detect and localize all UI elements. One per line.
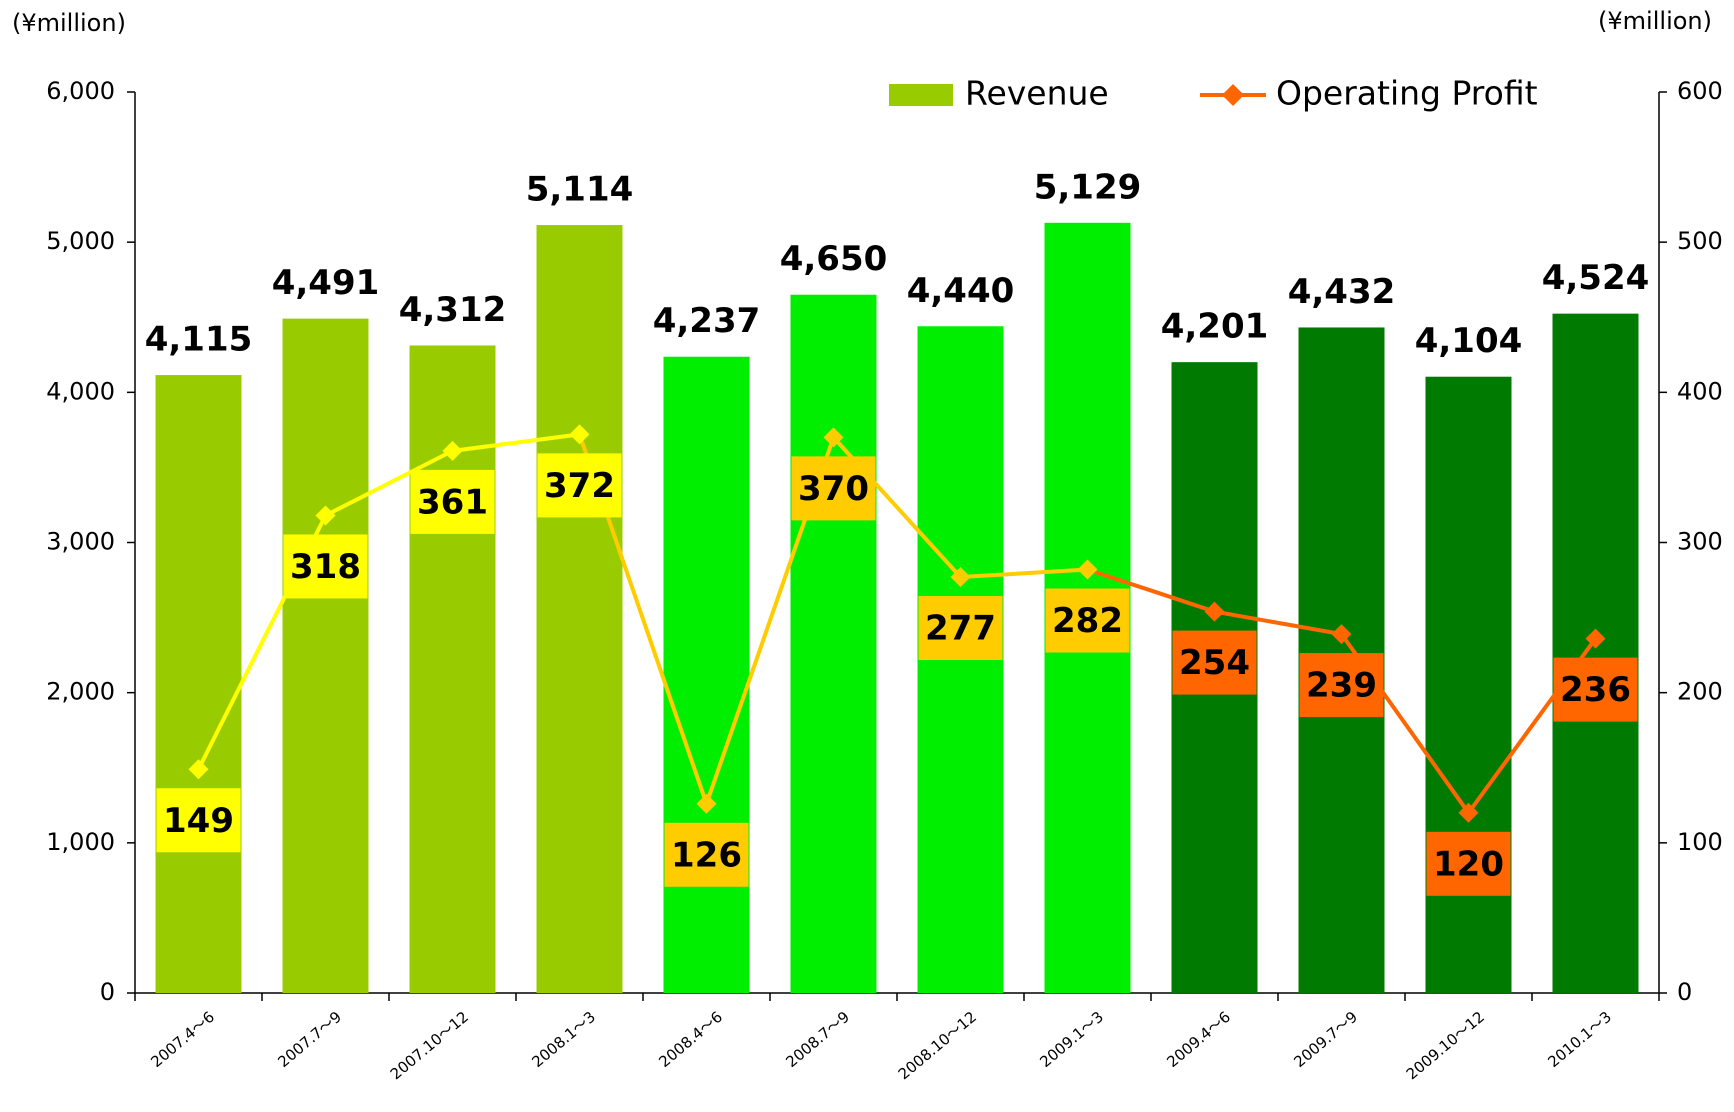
value-label-box (283, 534, 368, 599)
value-label-box (1045, 588, 1130, 653)
y2-tick-label: 500 (1677, 227, 1723, 255)
x-tick-label: 2007.4～6 (147, 1008, 218, 1071)
value-label-box (791, 456, 876, 521)
bar-value-label: 4,104 (1415, 321, 1523, 361)
y-axis-title: (¥million) (12, 9, 126, 37)
value-label-box (1553, 657, 1638, 722)
y2-tick-label: 600 (1677, 77, 1723, 105)
bar-value-label: 4,524 (1542, 258, 1650, 298)
bar (790, 294, 877, 994)
y-tick-label: 2,000 (46, 678, 115, 706)
line-segment (1086, 567, 1216, 614)
bar-value-label: 4,237 (653, 301, 761, 341)
line-marker (1585, 628, 1606, 649)
y2-tick-label: 300 (1677, 528, 1723, 556)
y-tick-label: 4,000 (46, 377, 115, 405)
y2-tick-label: 0 (1677, 978, 1692, 1006)
x-tick-label: 2007.10～12 (387, 1008, 472, 1084)
y2-tick-label: 100 (1677, 828, 1723, 856)
line-value-label: 318 (290, 547, 361, 587)
x-tick-label: 2007.7～9 (274, 1008, 345, 1071)
value-label-box (1172, 630, 1257, 695)
line-marker (1331, 624, 1352, 645)
bar (1552, 313, 1639, 993)
bar-value-label: 4,440 (907, 271, 1015, 311)
line-marker (1077, 559, 1098, 580)
line-value-label: 372 (544, 466, 615, 506)
x-tick-label: 2009.7～9 (1290, 1008, 1361, 1071)
bar-value-label: 4,491 (272, 263, 380, 303)
value-label-box (156, 788, 241, 853)
legend-swatch (889, 84, 953, 106)
y2-axis-title: (¥million) (1598, 7, 1712, 35)
bar-value-label: 4,432 (1288, 272, 1396, 312)
bar (1425, 376, 1512, 993)
x-tick-label: 2010.1～3 (1544, 1008, 1615, 1071)
legend-label: Revenue (965, 74, 1109, 113)
y-tick-label: 1,000 (46, 828, 115, 856)
y-tick-label: 0 (100, 978, 115, 1006)
x-tick-label: 2009.4～6 (1163, 1008, 1234, 1071)
legend-label: Operating Profit (1276, 74, 1538, 113)
y-tick-label: 3,000 (46, 528, 115, 556)
line-marker (1458, 802, 1479, 823)
line-value-label: 254 (1179, 643, 1250, 683)
legend-marker (1222, 84, 1244, 106)
value-label-box (1426, 831, 1511, 896)
bar-value-label: 5,129 (1034, 167, 1142, 207)
x-tick-label: 2008.7～9 (782, 1008, 853, 1071)
line-value-label: 277 (925, 609, 996, 649)
bar (663, 356, 750, 993)
bar (155, 375, 242, 993)
line-segment (960, 567, 1088, 580)
line-segment (324, 449, 454, 518)
line-marker (950, 567, 971, 588)
bar-value-label: 4,650 (780, 239, 888, 279)
line-value-label: 361 (417, 482, 488, 522)
bar (282, 318, 369, 993)
x-tick-label: 2008.10～12 (895, 1008, 980, 1084)
bar-value-label: 4,201 (1161, 307, 1269, 347)
line-value-label: 370 (798, 469, 869, 509)
line-marker (1204, 601, 1225, 622)
y2-tick-label: 200 (1677, 678, 1723, 706)
line-marker (569, 424, 590, 445)
line-value-label: 120 (1433, 844, 1504, 884)
line-value-label: 282 (1052, 601, 1123, 641)
line-segment (1214, 609, 1342, 637)
y2-tick-label: 400 (1677, 377, 1723, 405)
value-label-box (537, 453, 622, 518)
value-label-box (664, 822, 749, 887)
bar-value-label: 4,312 (399, 290, 507, 330)
line-value-label: 126 (671, 835, 742, 875)
line-marker (315, 505, 336, 526)
value-label-box (918, 596, 1003, 661)
line-marker (696, 793, 717, 814)
line-segment (452, 432, 580, 453)
x-tick-label: 2009.10～12 (1403, 1008, 1488, 1084)
bar-value-label: 5,114 (526, 170, 634, 210)
value-label-box (410, 469, 495, 534)
line-marker (188, 759, 209, 780)
line-marker (823, 427, 844, 448)
line-marker (442, 440, 463, 461)
x-tick-label: 2008.1～3 (528, 1008, 599, 1071)
value-label-box (1299, 653, 1384, 718)
y-tick-label: 6,000 (46, 77, 115, 105)
line-value-label: 149 (163, 801, 234, 841)
x-tick-label: 2008.4～6 (655, 1008, 726, 1071)
y-tick-label: 5,000 (46, 227, 115, 255)
line-value-label: 239 (1306, 666, 1377, 706)
x-tick-label: 2009.1～3 (1036, 1008, 1107, 1071)
line-value-label: 236 (1560, 670, 1631, 710)
bar-value-label: 4,115 (145, 320, 253, 360)
bar (536, 225, 623, 993)
